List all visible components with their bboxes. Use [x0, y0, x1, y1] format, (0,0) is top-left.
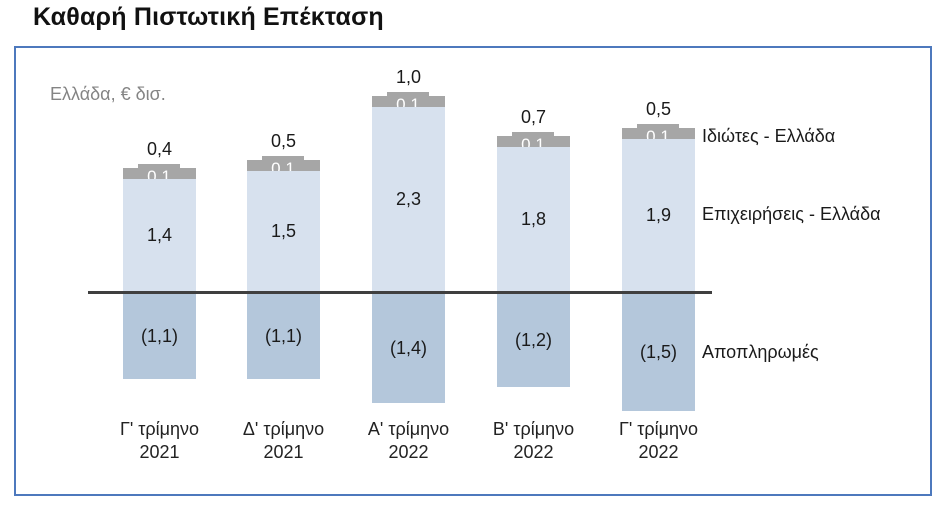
segment-businesses-label: 2,3 — [395, 188, 422, 209]
x-axis-label-line1: Γ' τρίμηνο — [119, 419, 200, 439]
bar-total-label: 0,4 — [146, 139, 173, 159]
segment-repayments: (1,1) — [123, 294, 196, 379]
legend-label-repayments: Αποπληρωμές — [702, 342, 819, 362]
segment-businesses: 2,3 — [372, 107, 445, 291]
x-axis-label-line1: Γ' τρίμηνο — [618, 419, 699, 439]
segment-repayments: (1,4) — [372, 294, 445, 403]
bar-group: 0,5 0,1 1,5 (1,1) Δ' τρίμηνο 2021 — [243, 48, 324, 494]
segment-repayments: (1,1) — [247, 294, 320, 379]
bar-group: 0,7 0,1 1,8 (1,2) Β' τρίμηνο 2022 — [493, 48, 574, 494]
segment-businesses-label: 1,4 — [146, 224, 173, 245]
segment-repayments-label: (1,4) — [389, 338, 427, 358]
x-axis-label-line2: 2021 — [139, 442, 180, 462]
x-axis-label: Α' τρίμηνο 2022 — [343, 418, 474, 464]
x-axis-label: Γ' τρίμηνο 2022 — [593, 418, 724, 464]
segment-repayments-label: (1,5) — [639, 342, 677, 362]
segment-businesses: 1,5 — [247, 171, 320, 291]
x-axis-label-line1: Β' τρίμηνο — [492, 419, 575, 439]
x-axis-label-line2: 2022 — [513, 442, 554, 462]
segment-businesses: 1,8 — [497, 147, 570, 291]
segment-businesses: 1,9 — [622, 139, 695, 291]
legend-label-businesses: Επιχειρήσεις - Ελλάδα — [702, 204, 881, 224]
chart-subtitle: Ελλάδα, € δισ. — [50, 84, 166, 104]
x-axis-label-line2: 2022 — [638, 442, 679, 462]
segment-repayments: (1,2) — [497, 294, 570, 387]
segment-repayments: (1,5) — [622, 294, 695, 411]
x-axis-label-line1: Δ' τρίμηνο — [242, 419, 325, 439]
x-axis-label-line1: Α' τρίμηνο — [367, 419, 450, 439]
legend-label-individuals: Ιδιώτες - Ελλάδα — [702, 126, 836, 146]
x-axis-label: Δ' τρίμηνο 2021 — [218, 418, 349, 464]
segment-repayments-label: (1,2) — [514, 330, 552, 350]
bar-total-label: 0,5 — [645, 99, 672, 119]
segment-repayments-label: (1,1) — [140, 326, 178, 346]
bar-group: 0,5 0,1 1,9 (1,5) Γ' τρίμηνο 2022 — [619, 48, 698, 494]
bar-group: 0,4 0,1 1,4 (1,1) Γ' τρίμηνο 2021 — [120, 48, 199, 494]
bar-total-label: 0,7 — [520, 107, 547, 127]
zero-line — [88, 291, 712, 294]
segment-businesses: 1,4 — [123, 179, 196, 291]
segment-businesses-label: 1,8 — [520, 208, 547, 229]
x-axis-label-line2: 2022 — [388, 442, 429, 462]
bar-group: 1,0 0,1 2,3 (1,4) Α' τρίμηνο 2022 — [368, 48, 449, 494]
x-axis-label: Γ' τρίμηνο 2021 — [94, 418, 225, 464]
segment-businesses-label: 1,9 — [645, 204, 672, 225]
segment-businesses-label: 1,5 — [270, 220, 297, 241]
chart-area: Ελλάδα, € δισ. 0,4 0,1 1,4 (1,1) Γ' τρίμηνο 2… — [14, 46, 932, 496]
x-axis-label: Β' τρίμηνο 2022 — [468, 418, 599, 464]
bar-total-label: 0,5 — [270, 131, 297, 151]
segment-repayments-label: (1,1) — [264, 326, 302, 346]
bar-total-label: 1,0 — [395, 67, 422, 87]
chart-title: Καθαρή Πιστωτική Επέκταση — [33, 3, 384, 31]
x-axis-label-line2: 2021 — [263, 442, 304, 462]
